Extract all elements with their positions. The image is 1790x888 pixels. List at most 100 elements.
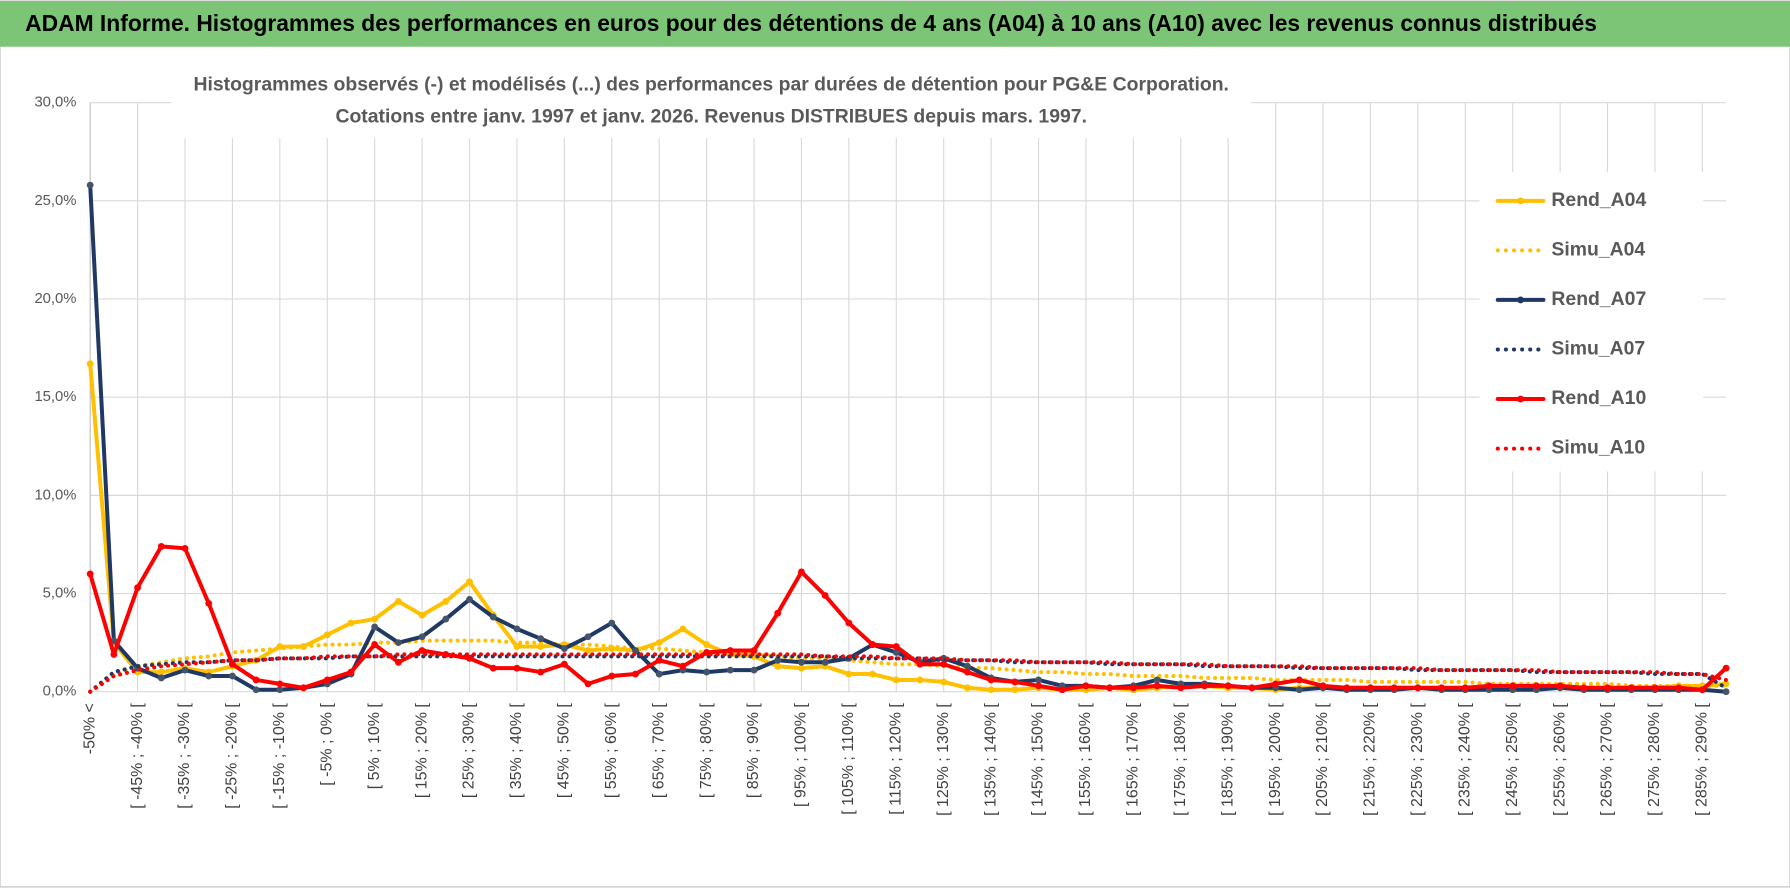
point	[1319, 682, 1327, 690]
point	[1035, 676, 1042, 684]
x-tick-label: [ 75% ; 80% [	[698, 703, 715, 799]
point	[774, 656, 782, 664]
point	[229, 672, 236, 680]
x-tick-label: [ 205% ; 210% [	[1314, 703, 1331, 816]
point	[252, 676, 260, 684]
x-tick-label: [ 35% ; 40% [	[508, 703, 525, 799]
point	[513, 664, 521, 672]
point	[252, 686, 260, 694]
point	[892, 649, 900, 656]
point	[655, 656, 663, 664]
point	[300, 684, 307, 692]
legend: Rend_A04 Simu_A04 Rend_A07 Simu_A07 Rend_A10…	[1479, 172, 1704, 472]
point	[892, 643, 900, 650]
legend-label: Rend_A07	[1551, 288, 1646, 310]
x-tick-label: [ 165% ; 170% [	[1125, 703, 1142, 816]
point	[466, 654, 473, 662]
point	[1532, 682, 1540, 690]
point	[1722, 664, 1730, 672]
point	[489, 664, 497, 672]
point	[181, 666, 189, 674]
point	[1627, 684, 1635, 692]
point	[821, 592, 829, 599]
point	[916, 660, 924, 668]
point	[584, 647, 592, 654]
point	[560, 645, 568, 652]
point	[371, 623, 379, 631]
legend-marker	[1517, 197, 1525, 205]
point	[940, 660, 948, 668]
point	[1272, 680, 1280, 688]
legend-bg	[1479, 172, 1704, 472]
point	[1295, 686, 1303, 694]
point	[584, 680, 592, 688]
point	[1058, 686, 1066, 694]
point	[323, 676, 331, 684]
point	[466, 578, 473, 586]
title-bar	[0, 1, 1790, 47]
point	[1248, 684, 1256, 692]
x-tick-label: [ 215% ; 220% [	[1362, 703, 1379, 816]
y-tick-label: 5,0%	[43, 585, 77, 601]
point	[1011, 686, 1019, 694]
point	[774, 609, 782, 617]
x-tick-label: [ -5% ; 0% [	[318, 703, 335, 786]
point	[1556, 682, 1564, 690]
point	[229, 660, 236, 668]
legend-label: Simu_A04	[1551, 239, 1645, 261]
point	[1390, 684, 1398, 692]
point	[86, 181, 94, 189]
point	[418, 647, 426, 654]
point	[987, 676, 995, 684]
x-tick-label: [ 195% ; 200% [	[1267, 703, 1284, 816]
legend-label: Simu_A10	[1551, 437, 1645, 459]
subtitle: Cotations entre janv. 1997 et janv. 2026…	[335, 106, 1087, 128]
point	[276, 680, 284, 688]
point	[418, 611, 426, 619]
point	[655, 670, 663, 678]
point	[963, 662, 971, 670]
legend-label: Rend_A10	[1551, 387, 1646, 409]
point	[608, 672, 616, 680]
point	[466, 596, 473, 603]
point	[916, 676, 924, 684]
x-tick-label: [ 255% ; 260% [	[1551, 703, 1568, 816]
point	[1651, 684, 1659, 692]
point	[371, 615, 379, 623]
x-tick-label: [ -45% ; -40% [	[129, 703, 146, 809]
y-tick-label: 10,0%	[34, 487, 76, 503]
x-tick-label: [ 55% ; 60% [	[603, 703, 620, 799]
point	[276, 686, 284, 694]
point	[940, 678, 948, 686]
x-tick-label: [ -25% ; -20% [	[224, 703, 241, 809]
point	[1509, 682, 1517, 690]
point	[821, 658, 829, 666]
x-tick-label: [ 125% ; 130% [	[935, 703, 952, 816]
point	[513, 625, 521, 633]
subtitle: Histogrammes observés (-) et modélisés (…	[193, 74, 1228, 96]
point	[679, 625, 687, 633]
legend-marker	[1517, 296, 1525, 304]
point	[1153, 676, 1161, 684]
point	[869, 641, 876, 649]
y-tick-label: 20,0%	[34, 291, 76, 307]
y-tick-label: 30,0%	[34, 95, 76, 111]
point	[1035, 682, 1042, 690]
point	[845, 670, 853, 678]
legend-marker	[1517, 395, 1525, 403]
point	[1367, 684, 1374, 692]
legend-label: Simu_A07	[1551, 338, 1645, 360]
point	[1177, 684, 1185, 692]
x-tick-label: [ 275% ; 280% [	[1646, 703, 1663, 816]
point	[1604, 684, 1611, 692]
point	[1722, 688, 1730, 696]
point	[584, 633, 592, 641]
x-tick-label: [ 285% ; 290% [	[1694, 703, 1711, 816]
point	[750, 666, 758, 674]
point	[110, 650, 118, 658]
point	[774, 662, 782, 670]
point	[892, 676, 900, 684]
point	[703, 641, 711, 649]
point	[442, 597, 450, 605]
chart-title: ADAM Informe. Histogrammes des performan…	[25, 10, 1597, 36]
